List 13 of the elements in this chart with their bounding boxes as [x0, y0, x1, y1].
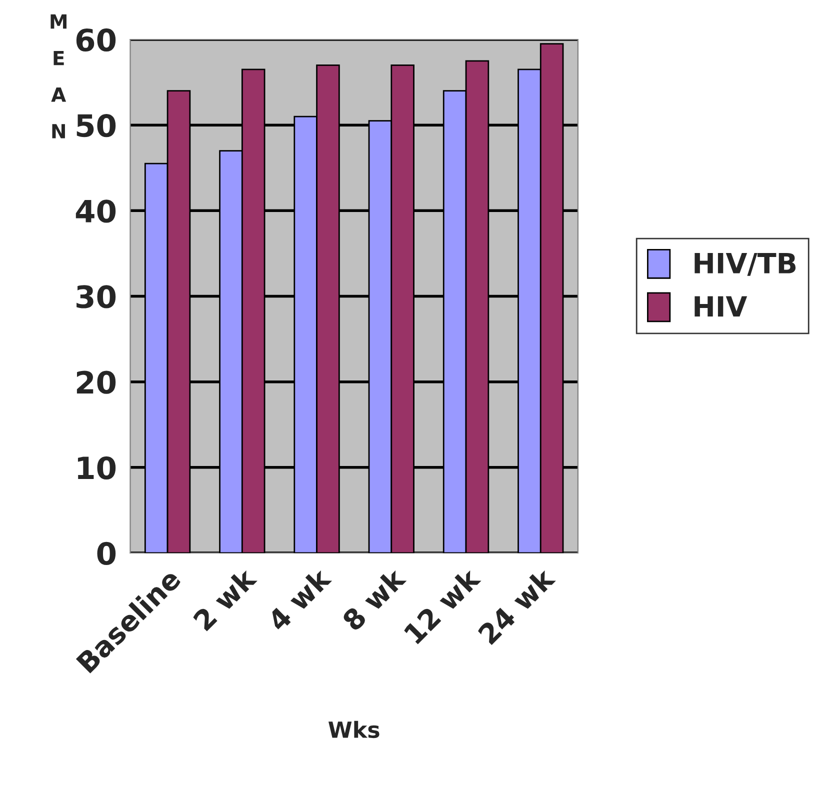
legend-label: HIV	[694, 296, 748, 317]
y-tick-label: 60	[76, 28, 116, 52]
y-tick-label: 40	[76, 200, 116, 223]
x-axis-title: Wks	[328, 720, 380, 738]
y-tick-label: 0	[97, 542, 116, 566]
y-tick-label: 30	[76, 285, 116, 308]
x-tick-label: 4 wk	[266, 566, 332, 632]
x-tick-label: 2 wk	[192, 566, 258, 632]
y-tick-label: 50	[76, 114, 116, 138]
y-axis-title: MEAN	[50, 14, 66, 138]
y-tick-label: 10	[78, 456, 116, 480]
y-tick-label: 20	[76, 370, 116, 394]
legend-label: HIV/TB	[694, 253, 796, 276]
